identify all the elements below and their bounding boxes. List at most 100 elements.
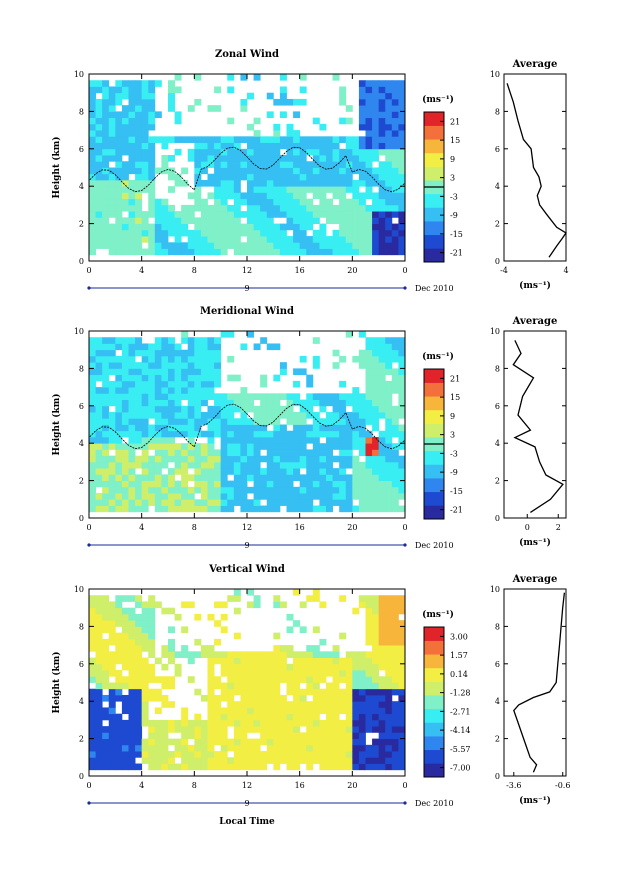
heatmap-cell (102, 111, 110, 119)
heatmap-cell (352, 744, 360, 752)
profile-y-tick-label: 4 (495, 697, 500, 706)
heatmap-cell (266, 757, 274, 764)
heatmap-cell (181, 248, 189, 256)
heatmap-cell (378, 399, 386, 407)
heatmap-cell (121, 393, 129, 400)
heatmap-cell (372, 676, 380, 683)
heatmap-cell (200, 217, 208, 224)
heatmap-cell (247, 719, 254, 727)
heatmap-cell (154, 676, 162, 683)
heatmap-cell (279, 92, 287, 100)
heatmap-cell (279, 480, 287, 488)
colorbar-tick-label: 0.14 (450, 670, 468, 679)
heatmap-cell (227, 355, 235, 363)
heatmap-cell (319, 726, 327, 733)
heatmap-cell (253, 744, 261, 752)
colorbar-swatch (424, 478, 444, 493)
heatmap-cell (207, 223, 215, 231)
heatmap-cell (121, 682, 129, 690)
heatmap-cell (253, 161, 261, 168)
heatmap-cell (115, 136, 123, 143)
heatmap-cell (266, 436, 274, 444)
heatmap-cell (168, 86, 175, 94)
heatmap-cell (391, 111, 399, 119)
heatmap-cell (168, 412, 175, 419)
heatmap-cell (372, 198, 380, 206)
heatmap-cell (115, 757, 123, 764)
y-tick-label: 8 (79, 107, 84, 116)
heatmap-cell (378, 443, 386, 450)
heatmap-cell (207, 449, 215, 457)
heatmap-cell (332, 136, 340, 143)
heatmap-cell (141, 613, 149, 621)
heatmap-cell (293, 198, 301, 206)
heatmap-cell (398, 343, 406, 351)
heatmap-cell (319, 211, 327, 218)
heatmap-cell (207, 707, 215, 715)
heatmap-cell (372, 111, 380, 119)
heatmap-cell (95, 368, 103, 376)
heatmap-cell (286, 461, 294, 469)
heatmap-cell (306, 480, 314, 488)
heatmap-cell (385, 380, 393, 388)
heatmap-cell (339, 499, 347, 506)
heatmap-cell (161, 217, 169, 224)
colorbar-swatch (424, 681, 444, 696)
heatmap-cell (168, 719, 175, 727)
heatmap-cell (135, 632, 143, 640)
heatmap-cell (378, 179, 386, 187)
heatmap-cell (372, 362, 380, 369)
heatmap-cell (372, 123, 380, 131)
heatmap-cell (273, 682, 281, 690)
heatmap-cell (385, 418, 393, 425)
heatmap-cell (286, 430, 294, 438)
heatmap-cell (293, 620, 301, 627)
heatmap-cell (141, 161, 149, 168)
heatmap-cell (214, 726, 222, 733)
heatmap-cell (161, 676, 169, 683)
heatmap-cell (148, 380, 156, 388)
heatmap-cell (266, 719, 274, 727)
heatmap-cell (200, 738, 208, 746)
heatmap-cell (168, 167, 175, 175)
heatmap-cell (148, 92, 156, 100)
heatmap-cell (161, 726, 169, 733)
heatmap-cell (299, 204, 307, 212)
heatmap-cell (168, 387, 175, 394)
heatmap-cell (372, 105, 380, 112)
heatmap-cell (227, 486, 235, 494)
heatmap-cell (299, 499, 307, 506)
profile-y-tick-label: 8 (495, 107, 500, 116)
heatmap-cell (253, 74, 261, 81)
heatmap-cell (95, 80, 103, 87)
heatmap-cell (194, 399, 202, 407)
heatmap-cell (299, 167, 307, 175)
heatmap-cell (372, 719, 380, 727)
heatmap-cell (102, 148, 110, 156)
heatmap-cell (247, 123, 254, 131)
heatmap-cell (220, 142, 228, 150)
heatmap-cell (121, 167, 129, 175)
heatmap-cell (253, 701, 261, 708)
heatmap-cell (352, 738, 360, 746)
heatmap-cell (187, 455, 195, 463)
profile-y-tick-label: 6 (495, 145, 500, 154)
heatmap-cell (358, 670, 366, 677)
heatmap-cell (227, 670, 235, 677)
heatmap-cell (181, 211, 189, 218)
heatmap-cell (253, 198, 261, 206)
heatmap-cell (128, 86, 136, 94)
heatmap-cell (200, 148, 208, 156)
heatmap-cell (174, 424, 182, 432)
heatmap-cell (227, 757, 235, 764)
heatmap-cell (89, 701, 96, 708)
heatmap-cell (161, 436, 169, 444)
heatmap-cell (174, 663, 182, 671)
heatmap-cell (115, 393, 123, 400)
x-tick-label: 16 (295, 266, 305, 275)
heatmap-cell (312, 204, 320, 212)
heatmap-cell (214, 455, 222, 463)
heatmap-cell (148, 676, 156, 683)
heatmap-cell (398, 468, 406, 475)
